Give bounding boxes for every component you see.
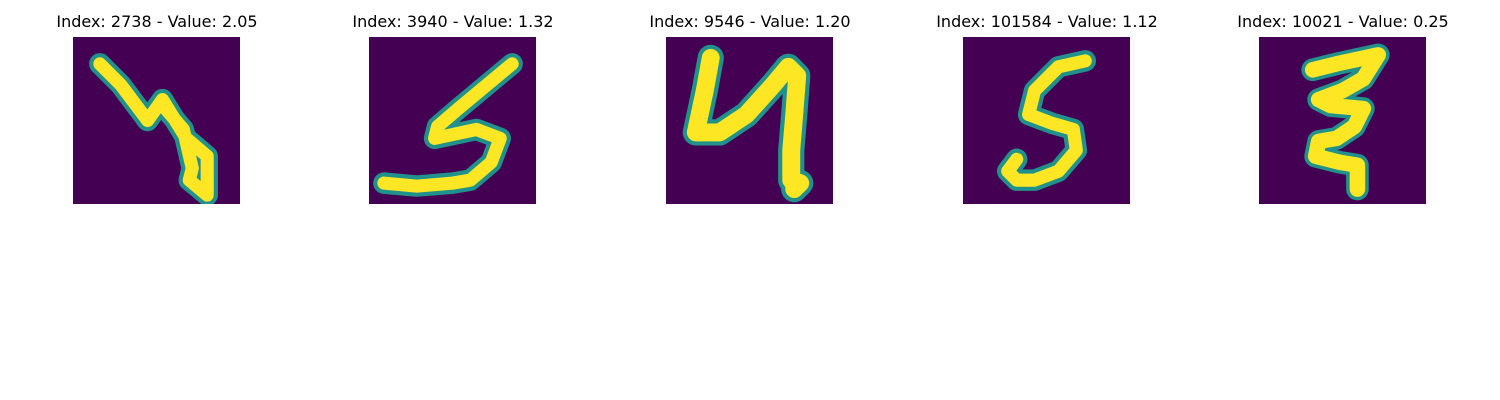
digit-image [963,37,1130,204]
digit-image [666,37,833,204]
image-panel: Index: 10021 - Value: 0.25 [1223,10,1463,210]
image-panel: Index: 2738 - Value: 2.05 [37,10,277,210]
image-panel: Index: 3940 - Value: 1.32 [333,10,573,210]
digit-image [369,37,536,204]
image-panel: Index: 101584 - Value: 1.12 [927,10,1167,210]
image-panel: Index: 9546 - Value: 1.20 [630,10,870,210]
panel-title: Index: 3940 - Value: 1.32 [352,12,554,31]
panel-title: Index: 9546 - Value: 1.20 [649,12,851,31]
panel-title: Index: 2738 - Value: 2.05 [56,12,258,31]
panel-title: Index: 101584 - Value: 1.12 [936,12,1158,31]
digit-image [1259,37,1426,204]
panel-title: Index: 10021 - Value: 0.25 [1237,12,1449,31]
digit-image [73,37,240,204]
